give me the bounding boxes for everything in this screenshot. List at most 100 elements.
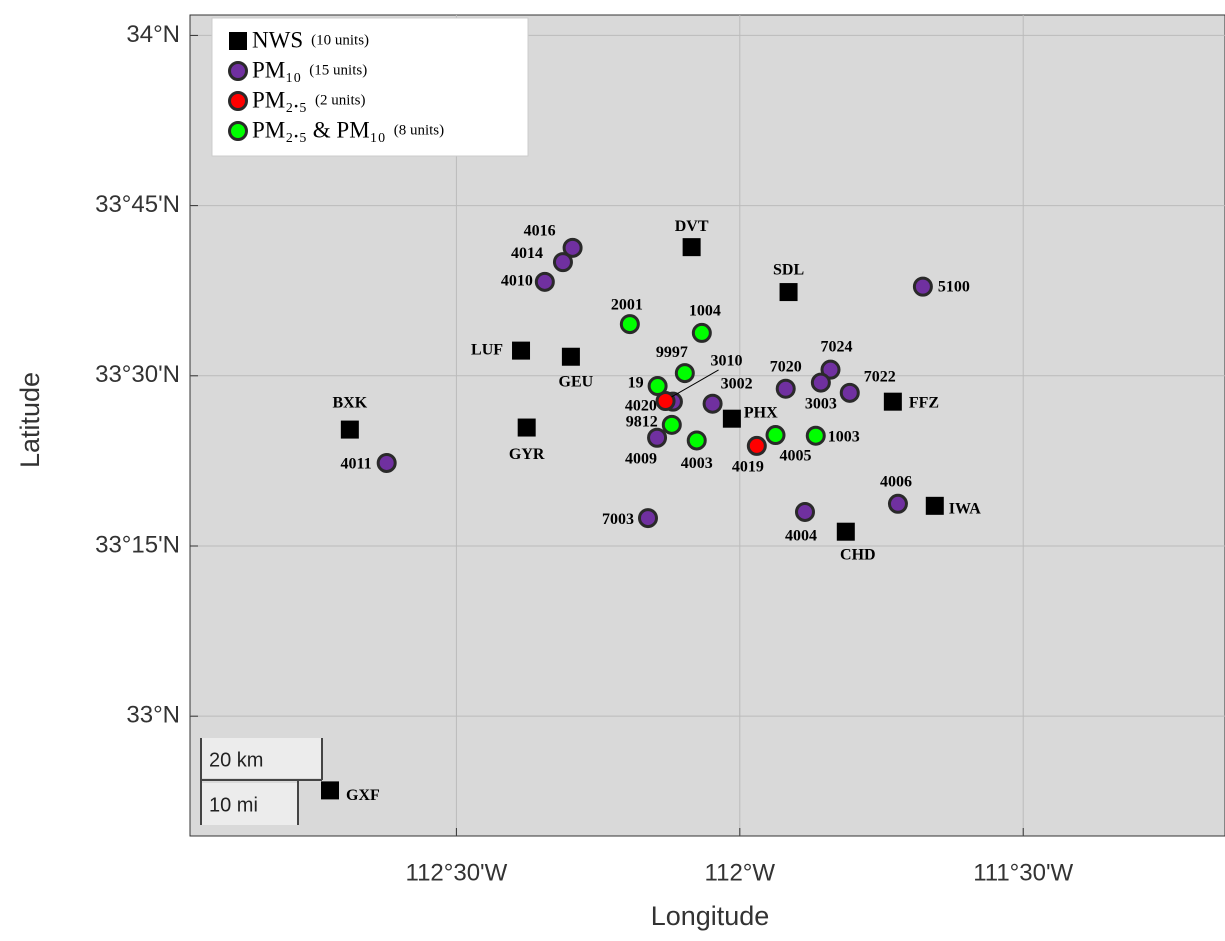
legend-label: PM₂.₅: [252, 87, 307, 112]
point-label: 9997: [656, 344, 688, 361]
y-tick-label: 34°N: [126, 21, 180, 48]
sensor-marker: [228, 91, 248, 111]
y-axis-title: Latitude: [15, 372, 45, 468]
point-label: GYR: [509, 446, 545, 463]
x-tick-label: 112°W: [705, 859, 776, 886]
sensor-marker: [534, 271, 555, 292]
point-label: CHD: [840, 546, 876, 563]
point-label: 2001: [611, 297, 643, 314]
point-label: GXF: [346, 787, 380, 804]
legend-units: (10 units): [311, 32, 369, 48]
point-label: 1003: [828, 428, 860, 445]
sensor-marker: [775, 378, 796, 399]
station-marker: [682, 238, 701, 257]
sensor-marker: [794, 501, 815, 522]
legend-units: (2 units): [315, 92, 365, 108]
y-tick-label: 33°30'N: [95, 361, 180, 388]
y-tick-label: 33°15'N: [95, 531, 180, 558]
station-marker: [561, 347, 580, 366]
sensor-marker: [552, 252, 573, 273]
point-label: 7020: [770, 358, 802, 375]
point-label: 4010: [501, 273, 533, 290]
sensor-marker: [637, 508, 658, 529]
x-tick-label: 111°30'W: [973, 859, 1073, 886]
sensor-marker: [765, 425, 786, 446]
scale-bar-km: [200, 738, 322, 778]
point-label: 5100: [938, 278, 970, 295]
sensor-marker: [655, 390, 676, 411]
station-marker: [517, 418, 536, 437]
sensor-marker: [647, 376, 668, 397]
scale-bar-mi: [200, 783, 298, 825]
sensor-marker: [661, 414, 682, 435]
point-label: 3002: [721, 375, 753, 392]
point-label: BXK: [333, 394, 368, 411]
scale-label: 20 km: [209, 749, 263, 771]
y-tick-label: 33°N: [126, 702, 180, 729]
sensor-marker: [691, 322, 712, 343]
sensor-marker: [820, 359, 841, 380]
legend-label: PM₁₀: [252, 57, 301, 82]
scale-bar: 20 km 10 mi: [200, 738, 323, 825]
point-label: GEU: [559, 373, 594, 390]
point-label: 4011: [341, 456, 372, 473]
scale-label: 10 mi: [209, 794, 258, 816]
point-label: FFZ: [909, 394, 939, 411]
legend-box: [211, 17, 529, 157]
sensor-marker: [686, 430, 707, 451]
point-label: 7024: [820, 338, 852, 355]
point-label: 19: [628, 375, 644, 392]
sensor-marker: [702, 393, 723, 414]
station-marker: [340, 420, 359, 439]
point-label: 4006: [880, 473, 912, 490]
point-label: DVT: [675, 218, 709, 235]
sensor-marker: [647, 427, 668, 448]
station-marker: [321, 781, 340, 800]
station-marker: [836, 522, 855, 541]
station-marker: [925, 496, 944, 515]
sensor-marker: [746, 435, 767, 456]
point-label: PHX: [744, 404, 778, 421]
leader-line: [671, 369, 719, 398]
point-label: 4004: [785, 528, 817, 545]
point-label: 3010: [711, 353, 743, 370]
sensor-marker: [839, 382, 860, 403]
point-label: SDL: [773, 262, 804, 279]
point-label: 4003: [681, 455, 713, 472]
sensor-marker: [228, 61, 248, 81]
station-marker: [229, 32, 247, 50]
sensor-marker: [887, 493, 908, 514]
legend-label: PM₂.₅ & PM₁₀: [252, 117, 386, 142]
station-marker: [779, 283, 798, 302]
sensor-marker: [810, 372, 831, 393]
sensor-marker: [376, 452, 397, 473]
point-label: 4005: [780, 448, 812, 465]
sensor-marker: [619, 314, 640, 335]
legend-label: NWS: [252, 27, 303, 52]
station-marker: [722, 409, 741, 428]
sensor-marker: [674, 363, 695, 384]
point-label: 3003: [805, 395, 837, 412]
sensor-marker: [912, 276, 933, 297]
point-label: 4014: [511, 245, 543, 262]
station-marker: [883, 392, 902, 411]
sensor-marker: [805, 425, 826, 446]
legend-units: (8 units): [394, 122, 444, 138]
legend: NWS (10 units) PM₁₀ (15 units)PM₂.₅ (2 units…: [211, 17, 529, 157]
point-label: 4020: [625, 397, 657, 414]
x-axis-title: Longitude: [651, 901, 770, 931]
point-label: 4009: [625, 450, 657, 467]
marks: DVT SDL LUF GEU BXK GYR PHX FFZ IWA CHD GXF 4016 401…: [321, 218, 981, 804]
x-tick-label: 112°30'W: [406, 859, 508, 886]
point-label: 9812: [626, 413, 658, 430]
legend-units: (15 units): [309, 62, 367, 78]
point-label: LUF: [471, 341, 503, 358]
point-label: IWA: [949, 501, 981, 518]
point-label: 4019: [732, 459, 764, 476]
point-label: 7022: [864, 368, 896, 385]
sensor-marker: [562, 237, 583, 258]
y-tick-label: 33°45'N: [95, 191, 180, 218]
sensor-marker: [228, 121, 248, 141]
station-marker: [512, 341, 531, 360]
